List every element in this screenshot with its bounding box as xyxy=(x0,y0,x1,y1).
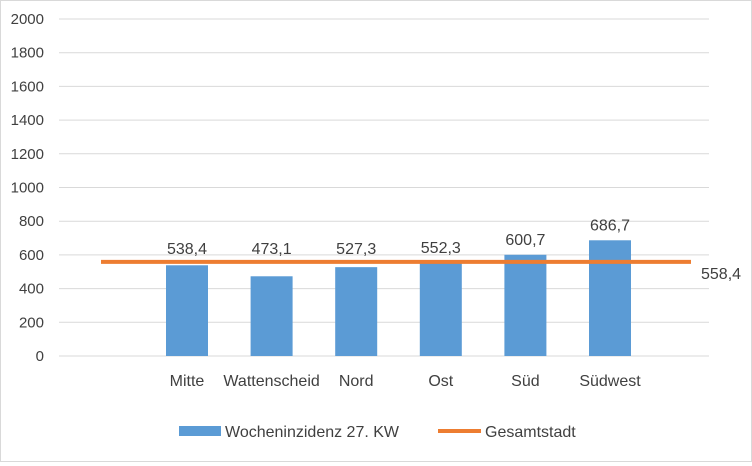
y-tick-label: 800 xyxy=(19,213,44,230)
y-tick-label: 1600 xyxy=(11,78,44,95)
y-tick-label: 200 xyxy=(19,314,44,331)
y-tick-label: 1200 xyxy=(11,146,44,163)
bar xyxy=(335,267,378,356)
y-tick-label: 2000 xyxy=(11,11,44,28)
category-label: Wattenscheid xyxy=(223,373,319,390)
bar xyxy=(166,265,208,356)
bar-data-label: 527,3 xyxy=(336,241,376,258)
bar-data-labels: 538,4 473,1 527,3 552,3 600,7 686,7 xyxy=(167,217,630,258)
bar xyxy=(504,254,547,356)
legend-bar-swatch xyxy=(179,426,221,436)
y-tick-label: 1400 xyxy=(11,112,44,129)
y-tick-label: 600 xyxy=(19,247,44,264)
y-tick-label: 1800 xyxy=(11,45,44,62)
bar-data-label: 686,7 xyxy=(590,217,630,234)
bar xyxy=(419,262,462,356)
legend-bar-label: Wocheninzidenz 27. KW xyxy=(225,424,400,441)
bar-data-label: 538,4 xyxy=(167,241,207,258)
bar xyxy=(250,276,293,356)
category-labels: Mitte Wattenscheid Nord Ost Süd Südwest xyxy=(170,373,642,390)
category-label: Süd xyxy=(511,373,539,390)
y-axis-tick-labels: 0 200 400 600 800 1000 1200 1400 1600 1800 2000 xyxy=(11,11,44,365)
category-label: Südwest xyxy=(579,373,641,390)
y-tick-label: 1000 xyxy=(11,180,44,197)
bar-data-label: 552,3 xyxy=(421,240,461,257)
bar-data-label: 600,7 xyxy=(505,232,545,249)
bar xyxy=(589,240,631,356)
legend: Wocheninzidenz 27. KW Gesamtstadt xyxy=(179,424,576,441)
bars xyxy=(166,240,631,356)
category-label: Mitte xyxy=(170,373,205,390)
y-tick-label: 400 xyxy=(19,281,44,298)
gesamtstadt-data-label: 558,4 xyxy=(701,266,741,283)
y-tick-label: 0 xyxy=(36,348,44,365)
category-label: Nord xyxy=(339,373,374,390)
bar-data-label: 473,1 xyxy=(252,241,292,258)
legend-line-label: Gesamtstadt xyxy=(485,424,576,441)
category-label: Ost xyxy=(428,373,453,390)
